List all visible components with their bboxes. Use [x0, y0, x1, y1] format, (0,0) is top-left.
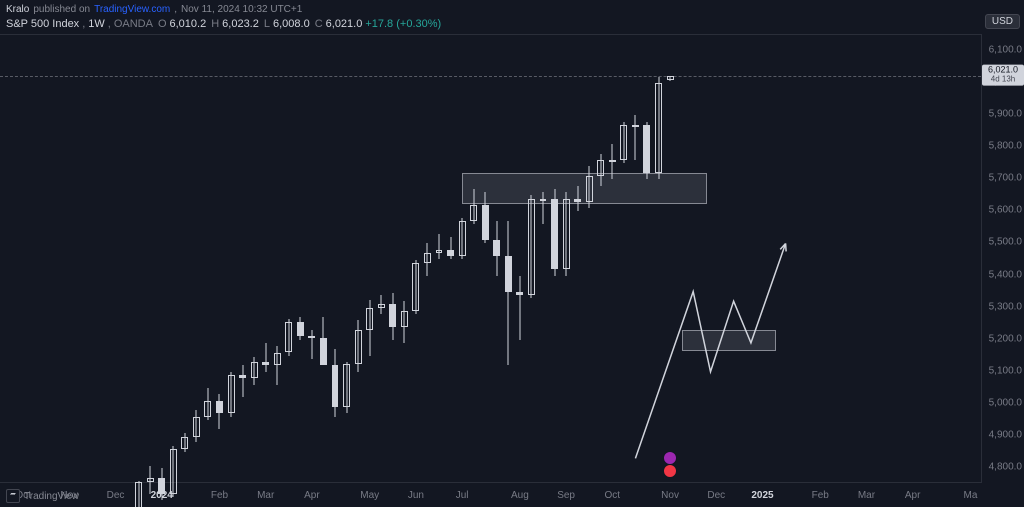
- publish-bar: Kralo published on TradingView.com , Nov…: [6, 2, 1018, 16]
- price-tick: 5,700.0: [989, 173, 1022, 184]
- price-tick: 5,900.0: [989, 109, 1022, 120]
- time-tick: Jul: [456, 490, 469, 501]
- time-tick: Jun: [408, 490, 424, 501]
- price-tick: 5,200.0: [989, 333, 1022, 344]
- time-tick: 2024: [151, 490, 173, 501]
- tv-logo-icon: ⁗: [6, 489, 20, 503]
- time-tick: Dec: [707, 490, 725, 501]
- tradingview-logo[interactable]: ⁗ TradingView: [6, 489, 79, 503]
- price-tick: 5,300.0: [989, 301, 1022, 312]
- time-tick: May: [360, 490, 379, 501]
- interval[interactable]: 1W: [88, 18, 105, 30]
- last-price-label: 6,021.04d 13h: [982, 65, 1024, 86]
- ohlc-high: 6,023.2: [222, 18, 259, 30]
- time-tick: Apr: [304, 490, 320, 501]
- data-source: OANDA: [114, 18, 153, 30]
- time-tick: Nov: [661, 490, 679, 501]
- price-tick: 6,100.0: [989, 45, 1022, 56]
- author: Kralo: [6, 4, 29, 15]
- site-link[interactable]: TradingView.com: [94, 4, 170, 15]
- pub-date: Nov 11, 2024 10:32 UTC+1: [181, 4, 302, 15]
- time-tick: Oct: [605, 490, 621, 501]
- plot-area[interactable]: [0, 34, 982, 483]
- time-tick: Feb: [812, 490, 829, 501]
- time-tick: Dec: [107, 490, 125, 501]
- currency-badge[interactable]: USD: [985, 14, 1020, 29]
- ohlc-close: 6,021.0: [326, 18, 363, 30]
- time-tick: 2025: [751, 490, 773, 501]
- event-earnings-icon[interactable]: [663, 464, 677, 478]
- time-tick: Sep: [557, 490, 575, 501]
- time-tick: Aug: [511, 490, 529, 501]
- price-tick: 5,400.0: [989, 269, 1022, 280]
- time-scale[interactable]: OctNovDec2024FebMarAprMayJunJulAugSepOct…: [0, 483, 982, 507]
- price-tick: 5,500.0: [989, 237, 1022, 248]
- price-tick: 5,600.0: [989, 205, 1022, 216]
- time-tick: Mar: [257, 490, 274, 501]
- time-tick: Feb: [211, 490, 228, 501]
- projection-arrow[interactable]: [0, 35, 982, 484]
- ohlc-low: 6,008.0: [273, 18, 310, 30]
- price-tick: 4,900.0: [989, 429, 1022, 440]
- price-scale[interactable]: 4,800.0 4,900.0 5,000.0 5,100.0 5,200.0 5,300…: [982, 34, 1024, 483]
- pub-prefix: published on: [33, 4, 90, 15]
- time-tick: Apr: [905, 490, 921, 501]
- ohlc-change: +17.8 (+0.30%): [365, 18, 441, 30]
- time-tick: Ma: [963, 490, 977, 501]
- ohlc-open: 6,010.2: [170, 18, 207, 30]
- time-tick: Mar: [858, 490, 875, 501]
- chart-root: Kralo published on TradingView.com , Nov…: [0, 0, 1024, 507]
- price-tick: 5,100.0: [989, 365, 1022, 376]
- price-tick: 5,000.0: [989, 397, 1022, 408]
- price-tick: 4,800.0: [989, 461, 1022, 472]
- ticker-line: S&P 500 Index , 1W , OANDA O6,010.2 H6,0…: [6, 18, 441, 30]
- price-tick: 5,800.0: [989, 141, 1022, 152]
- symbol-name[interactable]: S&P 500 Index: [6, 18, 79, 30]
